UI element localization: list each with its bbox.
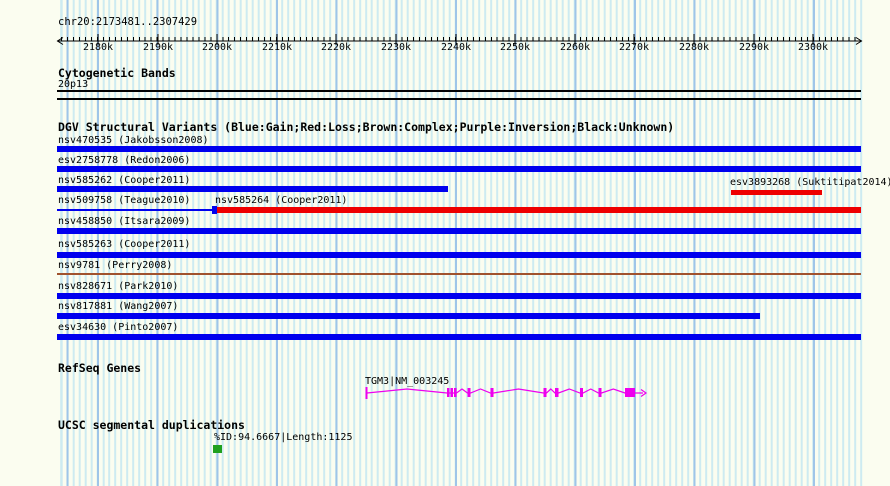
- ruler-tick-label: 2270k: [618, 42, 650, 53]
- section-title-segmental-duplications: UCSC segmental duplications: [58, 418, 245, 432]
- cytoband-box[interactable]: [57, 90, 861, 100]
- variant-label[interactable]: nsv585262 (Cooper2011): [58, 175, 191, 186]
- variant-label[interactable]: nsv470535 (Jakobsson2008): [58, 135, 209, 146]
- gene-exon[interactable]: [543, 388, 547, 397]
- gene-exon[interactable]: [625, 388, 635, 397]
- ruler-tick-label: 2200k: [201, 42, 233, 53]
- ruler-tick-label: 2290k: [738, 42, 770, 53]
- variant-label[interactable]: nsv9781 (Perry2008): [58, 260, 173, 271]
- ruler: [56, 34, 863, 45]
- ruler-right-arrow-icon: [855, 37, 863, 45]
- gene-exon[interactable]: [490, 388, 494, 397]
- grid-background: [57, 0, 863, 486]
- variant-bar[interactable]: [57, 146, 861, 152]
- segdup-feature-label[interactable]: %ID:94.6667|Length:1125: [214, 432, 353, 443]
- segdup-feature-box[interactable]: [213, 445, 222, 453]
- section-title-refseq-genes: RefSeq Genes: [58, 361, 142, 375]
- gene-intron-line: [366, 388, 643, 394]
- gene-exon[interactable]: [555, 388, 559, 397]
- variant-bar[interactable]: [57, 209, 214, 211]
- variant-bar[interactable]: [57, 252, 861, 258]
- variant-bar[interactable]: [57, 273, 861, 275]
- ruler-tick-label: 2230k: [380, 42, 412, 53]
- variant-label[interactable]: nsv828671 (Park2010): [58, 281, 179, 292]
- variant-bar[interactable]: [217, 207, 861, 213]
- variant-label[interactable]: nsv585263 (Cooper2011): [58, 239, 191, 250]
- variant-bar[interactable]: [57, 313, 760, 319]
- gene-glyph[interactable]: [365, 387, 648, 399]
- ruler-tick-label: 2190k: [142, 42, 174, 53]
- variant-bar[interactable]: [57, 293, 861, 299]
- variant-label[interactable]: esv2758778 (Redon2006): [58, 155, 191, 166]
- variant-bar[interactable]: [57, 334, 861, 340]
- gene-label[interactable]: TGM3|NM_003245: [365, 376, 450, 387]
- variant-label[interactable]: esv34630 (Pinto2007): [58, 322, 179, 333]
- ruler-tick-label: 2250k: [499, 42, 531, 53]
- ruler-tick-label: 2280k: [678, 42, 710, 53]
- gene-exon[interactable]: [454, 388, 457, 397]
- variant-bar[interactable]: [212, 206, 217, 214]
- variant-label[interactable]: nsv509758 (Teague2010): [58, 195, 191, 206]
- variant-bar[interactable]: [731, 190, 822, 195]
- variant-label[interactable]: esv3893268 (Suktitipat2014): [730, 177, 890, 188]
- variant-label[interactable]: nsv585264 (Cooper2011): [215, 195, 348, 206]
- gene-exon[interactable]: [450, 388, 454, 397]
- ruler-tick-label: 2220k: [320, 42, 352, 53]
- ruler-tick-label: 2180k: [82, 42, 114, 53]
- section-title-cytogenetic-bands: Cytogenetic Bands: [58, 66, 176, 80]
- cytoband-label: 20p13: [58, 79, 89, 90]
- ruler-tick-label: 2240k: [440, 42, 472, 53]
- ruler-left-arrow-icon: [56, 37, 64, 45]
- gene-exon[interactable]: [598, 388, 602, 397]
- section-title-dgv-variants: DGV Structural Variants (Blue:Gain;Red:L…: [58, 120, 675, 134]
- variant-label[interactable]: nsv458850 (Itsara2009): [58, 216, 191, 227]
- gene-exon[interactable]: [467, 388, 471, 397]
- gene-strand-arrow-icon: [640, 389, 648, 397]
- variant-bar[interactable]: [57, 166, 861, 172]
- variant-label[interactable]: nsv817881 (Wang2007): [58, 301, 179, 312]
- gene-exon[interactable]: [447, 388, 450, 397]
- variant-bar[interactable]: [57, 228, 861, 234]
- region-coordinates: chr20:2173481..2307429: [58, 16, 198, 28]
- ruler-tick-label: 2210k: [261, 42, 293, 53]
- variant-bar[interactable]: [57, 186, 448, 192]
- ruler-tick-label: 2300k: [797, 42, 829, 53]
- gene-exon[interactable]: [580, 388, 583, 397]
- ruler-tick-label: 2260k: [559, 42, 591, 53]
